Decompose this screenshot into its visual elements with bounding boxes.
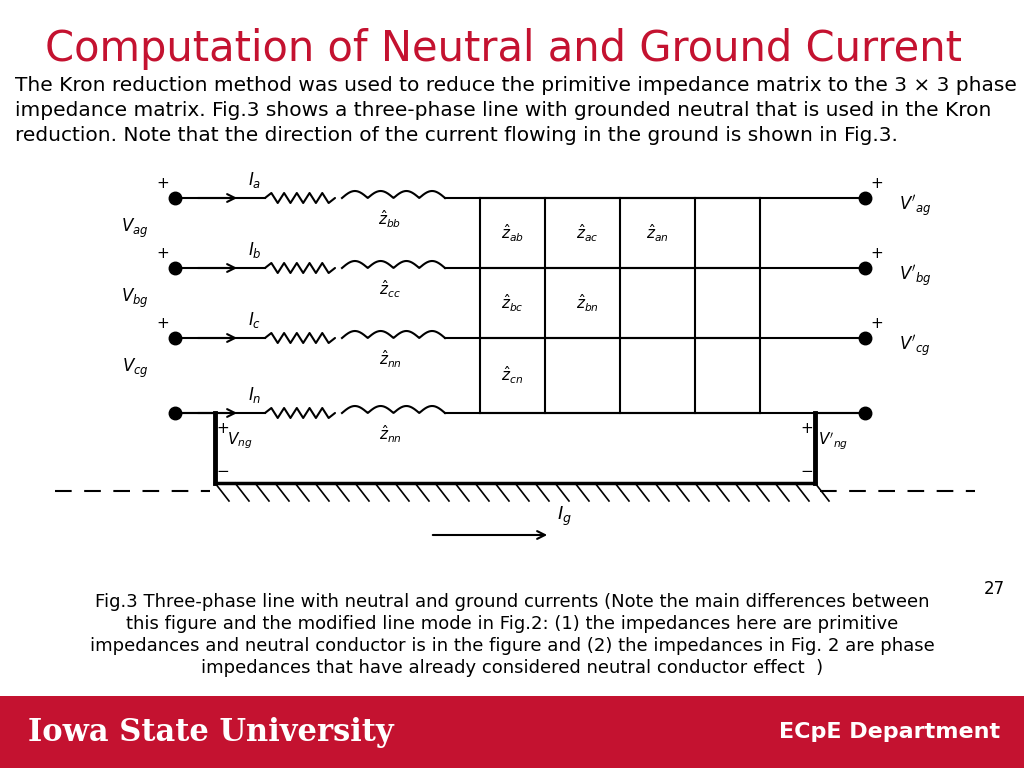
Text: $I_c$: $I_c$ (248, 310, 261, 330)
Text: Computation of Neutral and Ground Current: Computation of Neutral and Ground Curren… (45, 28, 962, 70)
Text: impedance matrix. Fig.3 shows a three-phase line with grounded neutral that is u: impedance matrix. Fig.3 shows a three-ph… (15, 101, 991, 120)
Text: Fig.3 Three-phase line with neutral and ground currents (Note the main differenc: Fig.3 Three-phase line with neutral and … (95, 593, 929, 611)
Text: $I_n$: $I_n$ (248, 385, 261, 405)
Text: impedances and neutral conductor is in the figure and (2) the impedances in Fig.: impedances and neutral conductor is in t… (90, 637, 934, 655)
Text: +: + (870, 176, 884, 190)
Text: $I_a$: $I_a$ (248, 170, 261, 190)
Text: +: + (801, 421, 813, 436)
Text: $\hat{z}_{an}$: $\hat{z}_{an}$ (646, 222, 669, 243)
Text: $\hat{z}_{cn}$: $\hat{z}_{cn}$ (502, 365, 523, 386)
Text: $\hat{z}_{bn}$: $\hat{z}_{bn}$ (575, 292, 599, 314)
Text: $\hat{z}_{bb}$: $\hat{z}_{bb}$ (379, 208, 401, 230)
Text: $V'_{ng}$: $V'_{ng}$ (818, 430, 848, 452)
Text: $V'_{ag}$: $V'_{ag}$ (899, 194, 931, 219)
Text: $V'_{bg}$: $V'_{bg}$ (899, 263, 932, 289)
Text: $V'_{cg}$: $V'_{cg}$ (899, 333, 931, 359)
Text: ECpE Department: ECpE Department (779, 722, 1000, 742)
Text: +: + (157, 246, 169, 260)
Text: $I_g$: $I_g$ (557, 505, 571, 528)
Text: +: + (157, 176, 169, 190)
Text: $V_{ng}$: $V_{ng}$ (227, 431, 253, 452)
Text: $\hat{z}_{ab}$: $\hat{z}_{ab}$ (501, 222, 524, 243)
Text: $\hat{z}_{bc}$: $\hat{z}_{bc}$ (501, 292, 524, 314)
Text: $-$: $-$ (801, 462, 814, 477)
Text: this figure and the modified line mode in Fig.2: (1) the impedances here are pri: this figure and the modified line mode i… (126, 615, 898, 633)
Text: +: + (217, 421, 229, 436)
Text: $\hat{z}_{nn}$: $\hat{z}_{nn}$ (379, 348, 401, 369)
Text: $\hat{z}_{nn}$: $\hat{z}_{nn}$ (379, 423, 401, 445)
Text: $V_{ag}$: $V_{ag}$ (121, 217, 148, 240)
Text: The Kron reduction method was used to reduce the primitive impedance matrix to t: The Kron reduction method was used to re… (15, 76, 1017, 95)
Text: impedances that have already considered neutral conductor effect  ): impedances that have already considered … (201, 659, 823, 677)
Text: $\hat{z}_{ac}$: $\hat{z}_{ac}$ (577, 222, 599, 243)
Text: $V_{bg}$: $V_{bg}$ (121, 286, 148, 310)
Bar (0, 696, 1024, 768)
Text: +: + (157, 316, 169, 330)
Text: $-$: $-$ (216, 462, 229, 477)
Text: $V_{cg}$: $V_{cg}$ (122, 356, 148, 379)
Text: 27: 27 (984, 580, 1005, 598)
Text: $\hat{z}_{cc}$: $\hat{z}_{cc}$ (379, 278, 400, 300)
Text: +: + (870, 316, 884, 330)
Text: $I_b$: $I_b$ (248, 240, 262, 260)
Text: +: + (870, 246, 884, 260)
Text: Iowa State University: Iowa State University (28, 717, 393, 747)
Text: reduction. Note that the direction of the current flowing in the ground is shown: reduction. Note that the direction of th… (15, 126, 898, 145)
